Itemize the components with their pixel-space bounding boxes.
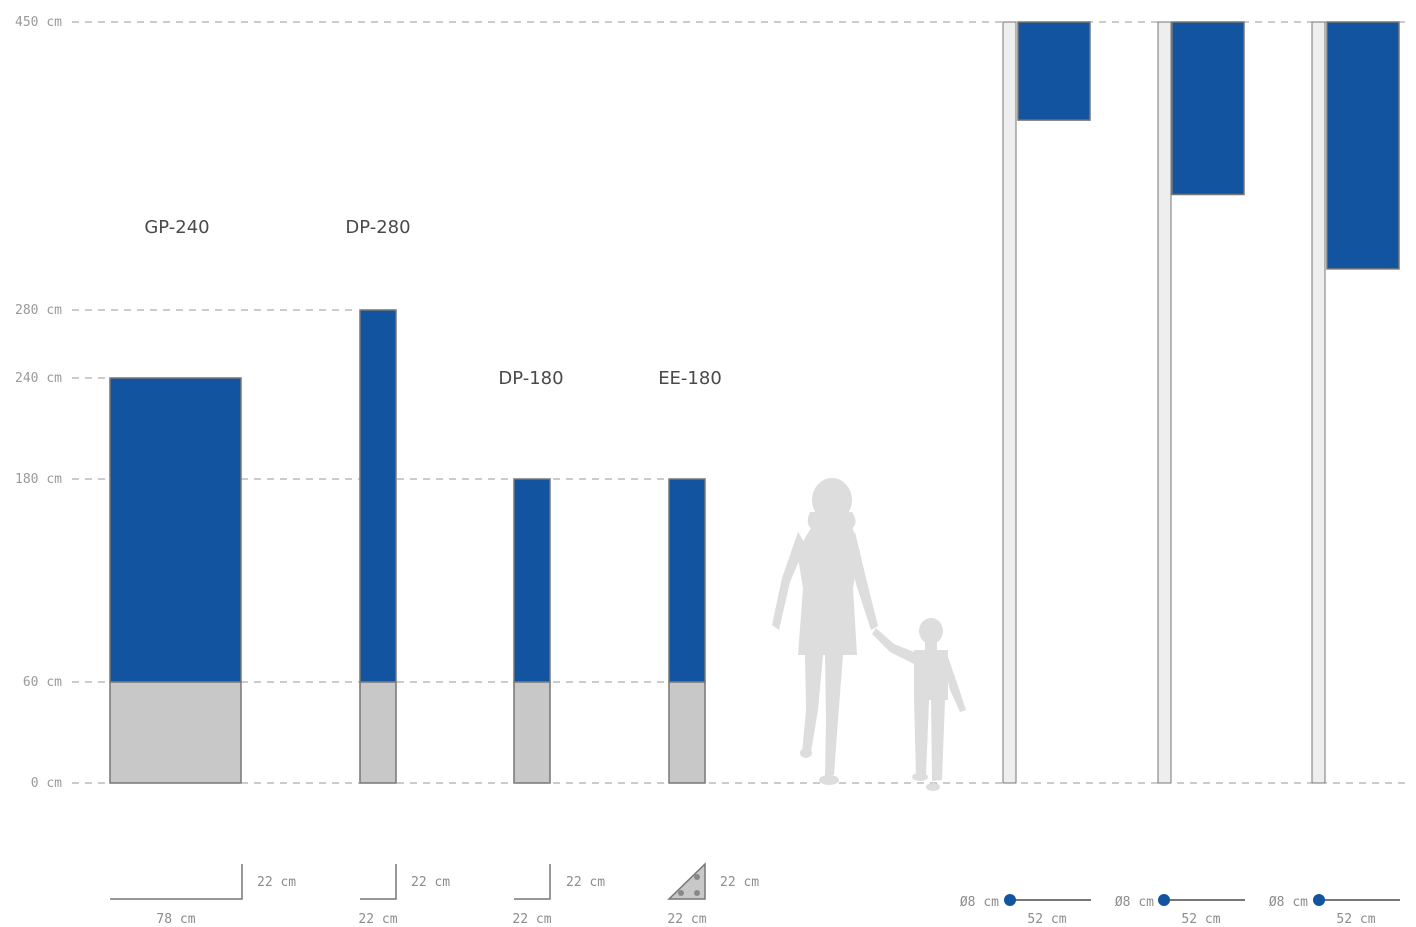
- footprint-depth: 22 cm: [566, 875, 605, 890]
- footprint-dp-180: 22 cm 22 cm: [512, 864, 605, 927]
- pole-section-icon: [1158, 894, 1170, 906]
- flag-panel: [1171, 21, 1245, 196]
- pylon-dp-280: DP-280: [345, 217, 411, 784]
- triangle-base-icon: [667, 862, 706, 900]
- pylon-base: [668, 681, 706, 784]
- footprint-width: 22 cm: [667, 912, 706, 927]
- scale-tick-280: 280 cm: [15, 303, 358, 318]
- flag-sign-3: [1311, 21, 1400, 784]
- pylon-panel: [109, 377, 242, 683]
- footprint-width: 78 cm: [156, 912, 195, 927]
- flag-width: 52 cm: [1336, 912, 1375, 927]
- l-bracket-icon: [110, 864, 243, 900]
- flag-panel: [1017, 21, 1091, 121]
- pylon-gp-240: GP-240: [109, 217, 242, 784]
- model-label: DP-180: [498, 368, 563, 389]
- tick-label-0: 0 cm: [31, 776, 62, 791]
- footprint-flag-3: Ø8 cm 52 cm: [1269, 894, 1400, 927]
- flag-panel: [1326, 21, 1400, 270]
- people-silhouette: [772, 478, 966, 791]
- woman-silhouette: [772, 478, 878, 785]
- footprint-width: 22 cm: [358, 912, 397, 927]
- footprint-depth: 22 cm: [720, 875, 759, 890]
- l-bracket-icon: [514, 864, 551, 900]
- pylon-dp-180: DP-180: [498, 368, 564, 784]
- pole-section-icon: [1313, 894, 1325, 906]
- scale-tick-0: 0 cm: [31, 776, 1410, 791]
- pole-diameter: Ø8 cm: [1269, 895, 1308, 910]
- tick-label-180: 180 cm: [15, 472, 62, 487]
- pylon-panel: [359, 309, 397, 683]
- flag-sign-1: [1002, 21, 1091, 784]
- pylon-base: [109, 681, 242, 784]
- pylon-ee-180: EE-180: [658, 368, 722, 784]
- model-label: EE-180: [658, 368, 722, 389]
- tick-label-60: 60 cm: [23, 675, 62, 690]
- footprint-width: 22 cm: [512, 912, 551, 927]
- model-label: GP-240: [144, 217, 209, 238]
- scale-tick-450: 450 cm: [15, 15, 1410, 30]
- footprint-depth: 22 cm: [257, 875, 296, 890]
- pole-diameter: Ø8 cm: [960, 895, 999, 910]
- pole-section-icon: [1004, 894, 1016, 906]
- model-label: DP-280: [345, 217, 410, 238]
- pylon-panel: [513, 478, 551, 683]
- tick-label-450: 450 cm: [15, 15, 62, 30]
- pylon-panel: [668, 478, 706, 683]
- pole-diameter: Ø8 cm: [1115, 895, 1154, 910]
- pylon-base: [359, 681, 397, 784]
- child-silhouette: [872, 618, 966, 791]
- tick-label-240: 240 cm: [15, 371, 62, 386]
- flag-pole: [1002, 21, 1017, 784]
- footprint-ee-180: 22 cm 22 cm: [667, 862, 759, 927]
- l-bracket-icon: [360, 864, 397, 900]
- footprint-flag-2: Ø8 cm 52 cm: [1115, 894, 1245, 927]
- scale-tick-240: 240 cm: [15, 371, 110, 386]
- flag-width: 52 cm: [1181, 912, 1220, 927]
- footprint-depth: 22 cm: [411, 875, 450, 890]
- flag-sign-2: [1157, 21, 1245, 784]
- tick-label-280: 280 cm: [15, 303, 62, 318]
- footprint-gp-240: 22 cm 78 cm: [110, 864, 296, 927]
- flag-pole: [1157, 21, 1172, 784]
- pylon-base: [513, 681, 551, 784]
- flag-width: 52 cm: [1027, 912, 1066, 927]
- flag-pole: [1311, 21, 1326, 784]
- footprint-flag-1: Ø8 cm 52 cm: [960, 894, 1091, 927]
- footprint-dp-280: 22 cm 22 cm: [358, 864, 450, 927]
